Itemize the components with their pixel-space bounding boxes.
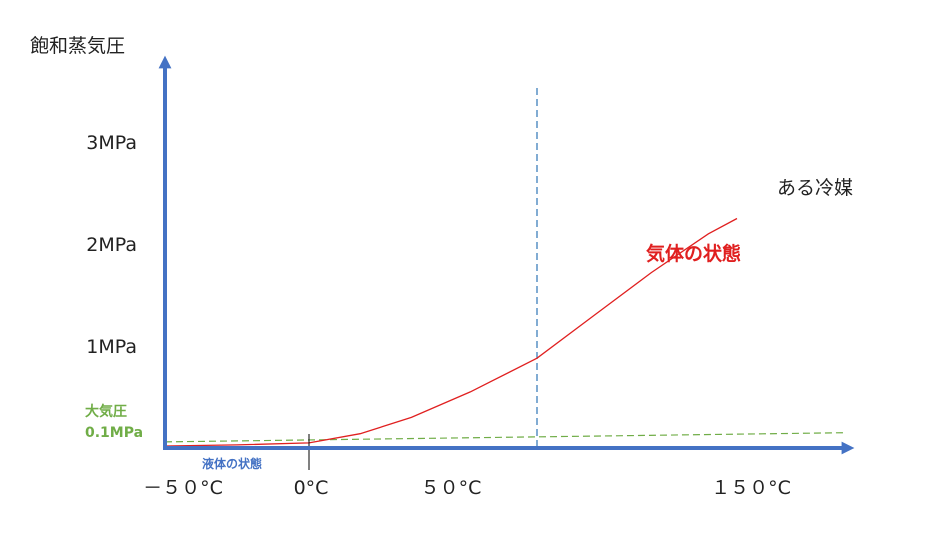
x-tick-label: 0°C	[294, 477, 329, 499]
x-tick-labels: －５０°C 0°C ５０°C １５０°C	[143, 477, 791, 499]
y-tick-label: 1MPa	[86, 336, 137, 358]
y-tick-label: 2MPa	[86, 234, 137, 256]
gas-region-label: 気体の状態	[646, 242, 741, 265]
x-tick-label: １５０°C	[711, 477, 791, 499]
x-tick-label: ５０°C	[421, 477, 482, 499]
y-tick-labels: 1MPa 2MPa 3MPa	[86, 132, 137, 358]
reference-line-atmospheric	[164, 432, 846, 443]
curve-label: ある冷媒	[777, 177, 853, 199]
series-line-refrigerant	[164, 217, 738, 447]
y-tick-label: 3MPa	[86, 132, 137, 154]
atmospheric-label-name: 大気圧	[85, 403, 127, 420]
liquid-region-label: 液体の状態	[202, 456, 262, 471]
atmospheric-label-value: 0.1MPa	[85, 425, 143, 441]
y-axis-label: 飽和蒸気圧	[30, 35, 125, 57]
x-tick-label: －５０°C	[143, 477, 223, 499]
